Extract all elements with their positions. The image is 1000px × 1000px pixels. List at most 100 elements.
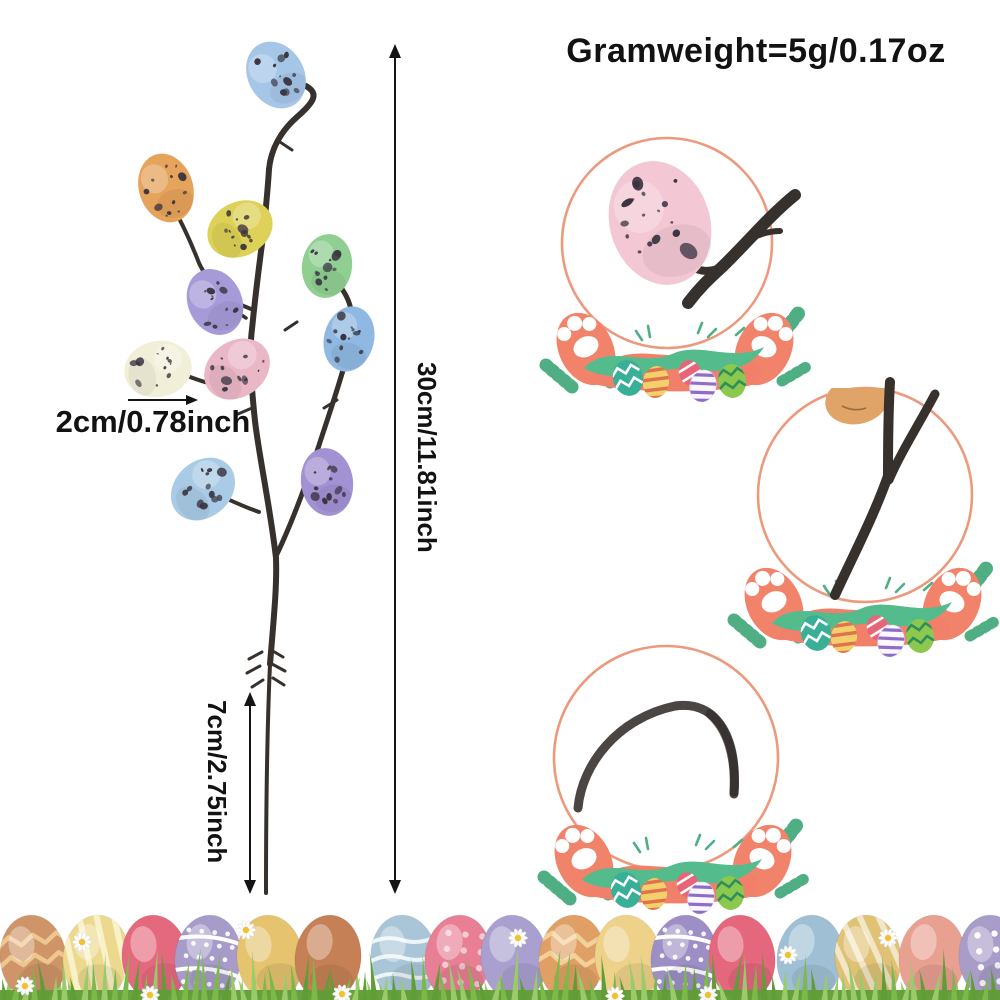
grass-blade — [131, 959, 140, 1000]
grass-blade — [170, 972, 178, 1000]
grass-blade — [981, 976, 989, 1000]
callout-pink-egg-closeup — [545, 136, 806, 407]
grass-blade — [931, 969, 942, 1000]
callout-bent-stem-closeup — [543, 644, 804, 915]
grass-blade — [575, 965, 588, 1000]
grass-blade — [237, 977, 247, 1000]
violet-speckled-egg — [186, 269, 244, 335]
grass-blade — [81, 962, 89, 1000]
yellow-speckled-egg — [207, 200, 273, 259]
grass-blade — [391, 972, 398, 1000]
grass-blade — [311, 957, 318, 1000]
closeup-fork — [830, 377, 940, 600]
grass-blade — [561, 951, 571, 1000]
grass-blade — [211, 953, 221, 1000]
grass-blade — [511, 948, 518, 1000]
grass-blade — [588, 976, 598, 1000]
grass-blade — [111, 968, 118, 1000]
stem-length-arrow — [244, 692, 256, 894]
grass-blade — [665, 964, 678, 1000]
daisy-icon — [508, 928, 528, 948]
grass-blade — [91, 959, 98, 1000]
grass-blade — [741, 954, 748, 1000]
grass-blade — [600, 954, 608, 1000]
grass-blade — [465, 956, 478, 1000]
closeup-orange-egg — [825, 388, 889, 425]
grass-blade — [456, 966, 468, 1000]
border-egg-solid — [708, 914, 776, 1000]
grass-blade — [36, 956, 48, 1000]
grass-blade — [101, 952, 108, 1000]
egg-size-label: 2cm/0.78inch — [55, 404, 251, 439]
branch-hooks — [236, 140, 339, 416]
grass-blade — [251, 949, 258, 1000]
grass-blade — [381, 975, 388, 1000]
border-egg-solid — [294, 914, 362, 1000]
grass-blade — [551, 949, 561, 1000]
cream-speckled-egg — [124, 340, 192, 398]
gramweight-label: Gramweight=5g/0.17oz — [566, 32, 946, 70]
grass-blade — [761, 950, 768, 1000]
grass-blade — [781, 969, 788, 1000]
daisy-icon — [72, 932, 92, 952]
border-egg-solid — [480, 914, 548, 1000]
daisy-icon — [878, 928, 898, 948]
daisy-icon — [332, 984, 352, 1000]
grass-blade — [1, 977, 8, 1000]
grass-blade — [230, 963, 238, 1000]
blue-speckled-egg — [323, 306, 375, 372]
stem-length-label: 7cm/2.75inch — [202, 700, 232, 864]
grass-blade — [499, 974, 508, 1000]
branch-eggs — [124, 41, 375, 522]
grass-blade — [447, 956, 458, 1000]
grass-blade — [801, 955, 808, 1000]
closeup-bent-stem — [573, 700, 739, 813]
grass-blade — [361, 971, 368, 1000]
daisy-icon — [778, 945, 798, 965]
callout-ring — [560, 136, 774, 350]
grass-blade — [61, 959, 68, 1000]
grass-blade — [951, 965, 958, 1000]
grass-blade — [681, 962, 688, 1000]
border-egg-dots — [958, 914, 1000, 1000]
grass-blade — [640, 954, 648, 1000]
grass-blade — [918, 968, 928, 1000]
grass-blade — [121, 951, 130, 1000]
grass-blade — [161, 951, 168, 1000]
grass-blade — [902, 974, 913, 1000]
grass-blade — [651, 972, 658, 1000]
grass-blade — [181, 961, 190, 1000]
grass-blade — [491, 971, 503, 1000]
pale-blue-speckled-egg — [170, 457, 236, 522]
grass-blade — [791, 971, 801, 1000]
lavender-speckled-egg — [300, 448, 354, 516]
grass-blade — [990, 965, 998, 1000]
grass-blade — [476, 977, 487, 1000]
grass-blade — [69, 975, 78, 1000]
grass-blade — [438, 967, 448, 1000]
grass-blade — [871, 970, 878, 1000]
grass-blade — [628, 958, 638, 1000]
total-length-arrow — [389, 44, 401, 894]
grass-blade — [261, 971, 268, 1000]
grass-blade — [715, 977, 727, 1000]
grass-blade — [831, 977, 839, 1000]
grass-blade — [431, 962, 441, 1000]
daisy-icon — [236, 920, 256, 940]
grass-blade — [691, 965, 698, 1000]
sky-blue-speckled-egg — [246, 41, 307, 109]
daisy-icon — [605, 986, 625, 1000]
grass-blade — [301, 954, 310, 1000]
grass-blade — [821, 971, 828, 1000]
callout-branch-fork-closeup — [733, 377, 994, 662]
daisy-icon — [15, 976, 35, 996]
grass-blade — [369, 950, 378, 1000]
grass-blade — [221, 972, 231, 1000]
grass-front — [0, 948, 1000, 1000]
grass-blade — [281, 971, 288, 1000]
grass-blade — [856, 964, 868, 1000]
orange-speckled-egg — [138, 153, 194, 223]
border-egg-solid — [898, 914, 966, 1000]
grass-blade — [909, 957, 918, 1000]
